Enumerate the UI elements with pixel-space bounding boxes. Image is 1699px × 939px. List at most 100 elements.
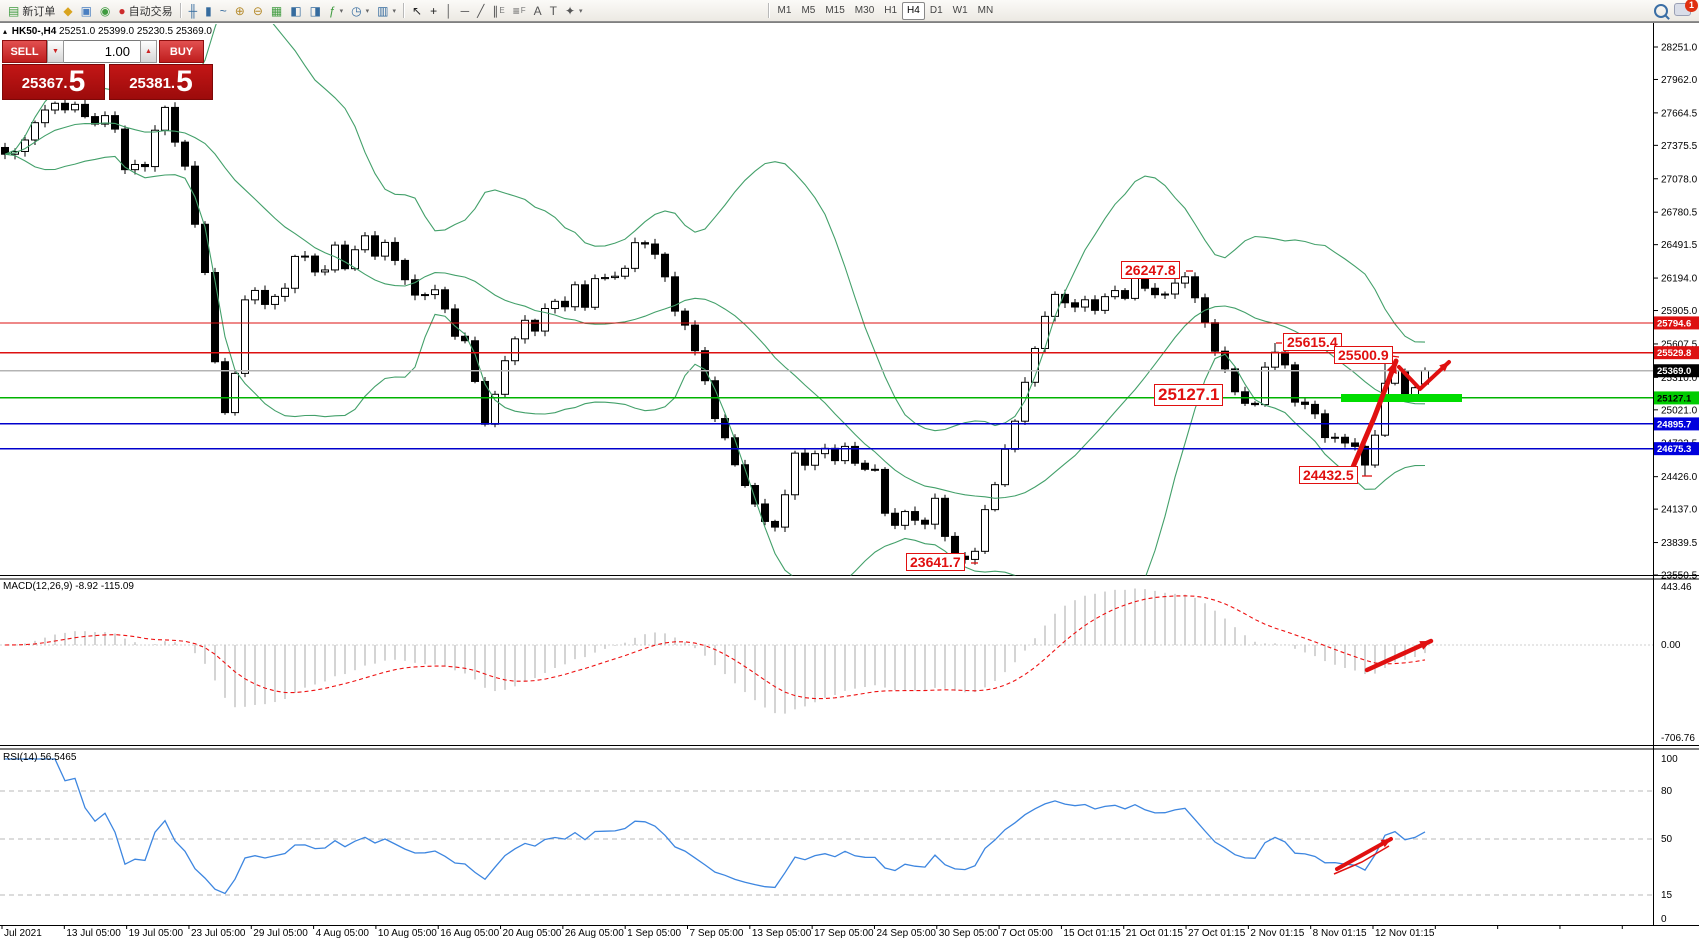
svg-text:26780.5: 26780.5 <box>1661 208 1698 219</box>
svg-text:23 Jul 05:00: 23 Jul 05:00 <box>191 928 246 939</box>
sell-price-int: 25367. <box>21 75 68 92</box>
svg-text:27 Oct 01:15: 27 Oct 01:15 <box>1188 928 1246 939</box>
candlestick-chart-button[interactable]: ▮ <box>201 2 216 20</box>
symbol-period-label: HK50-,H4 <box>11 26 57 37</box>
svg-text:26 Aug 05:00: 26 Aug 05:00 <box>565 928 624 939</box>
chart-shift-button[interactable]: ◨ <box>306 2 325 20</box>
sub-label: F <box>520 6 526 15</box>
timeframe-m30-button[interactable]: M30 <box>854 4 875 16</box>
new-order-button[interactable]: ▤ 新订单 <box>4 2 59 20</box>
svg-text:25905.0: 25905.0 <box>1661 306 1698 317</box>
cursor-icon: ↖ <box>412 3 423 18</box>
svg-text:12 Nov 01:15: 12 Nov 01:15 <box>1375 928 1435 939</box>
bar-chart-button[interactable]: ╫ <box>185 2 202 20</box>
svg-text:16 Aug 05:00: 16 Aug 05:00 <box>440 928 499 939</box>
collapse-icon[interactable]: ▴ <box>3 27 8 36</box>
vertical-line-button[interactable]: │ <box>441 2 457 20</box>
tile-windows-button[interactable]: ▦ <box>267 2 286 20</box>
zoom-out-button[interactable]: ⊖ <box>249 2 267 20</box>
timeframe-m5-button[interactable]: M5 <box>801 4 816 16</box>
svg-text:24 Sep 05:00: 24 Sep 05:00 <box>876 928 936 939</box>
volume-input[interactable] <box>64 40 140 63</box>
autotrading-button[interactable]: ● 自动交易 <box>114 2 176 20</box>
notifications[interactable]: 1 <box>1674 0 1698 19</box>
crosshair-button[interactable]: + <box>426 2 441 20</box>
search-icon[interactable] <box>1654 3 1668 18</box>
cursor-button[interactable]: ↖ <box>408 2 426 20</box>
trendline-button[interactable]: ╱ <box>473 2 488 20</box>
svg-text:17 Sep 05:00: 17 Sep 05:00 <box>814 928 874 939</box>
volume-increase-button[interactable]: ▲ <box>140 40 157 63</box>
channel-icon: ∥ <box>492 3 499 18</box>
svg-text:27375.5: 27375.5 <box>1661 141 1698 152</box>
timeframe-d1-button[interactable]: D1 <box>929 4 943 16</box>
label-icon: T <box>549 3 557 18</box>
sell-button[interactable]: SELL <box>2 40 47 63</box>
tile-windows-icon: ▦ <box>270 3 283 18</box>
svg-text:4 Aug 05:00: 4 Aug 05:00 <box>316 928 370 939</box>
svg-text:443.46: 443.46 <box>1661 582 1692 593</box>
sell-price-display[interactable]: 25367. 5 <box>2 64 105 100</box>
profile-button[interactable]: ▣ <box>77 2 96 20</box>
svg-text:0: 0 <box>1661 914 1667 925</box>
autotrading-button-label: 自动交易 <box>128 5 173 18</box>
label-button[interactable]: T <box>546 2 561 20</box>
add-indicator-button[interactable]: ƒ ▾ <box>325 2 347 20</box>
svg-text:25529.8: 25529.8 <box>1657 348 1691 359</box>
buy-button[interactable]: BUY <box>159 40 204 63</box>
svg-text:0.00: 0.00 <box>1661 640 1681 651</box>
channel-button[interactable]: ∥ E <box>488 2 508 20</box>
period-button[interactable]: ◷ ▾ <box>347 2 373 20</box>
chart-title: ▴ HK50-,H4 25251.0 25399.0 25230.5 25369… <box>3 26 212 37</box>
period-icon: ◷ <box>351 3 362 18</box>
timeframe-h4-button[interactable]: H4 <box>902 1 925 20</box>
timeframe-h1-button[interactable]: H1 <box>884 4 898 16</box>
horizontal-line-button[interactable]: ─ <box>457 2 474 20</box>
candlestick-chart-icon: ▮ <box>205 3 212 18</box>
profile-icon: ▣ <box>80 3 92 18</box>
bar-chart-icon: ╫ <box>188 3 198 18</box>
shapes-button[interactable]: ✦ ▾ <box>561 2 587 20</box>
text-button[interactable]: A <box>530 2 546 20</box>
auto-scroll-button[interactable]: ◧ <box>286 2 305 20</box>
indicator-list-button[interactable]: ◆ <box>59 2 76 20</box>
svg-text:8 Nov 01:15: 8 Nov 01:15 <box>1313 928 1367 939</box>
svg-text:7 Sep 05:00: 7 Sep 05:00 <box>690 928 744 939</box>
macd-indicator-label: MACD(12,26,9) -8.92 -115.09 <box>3 581 134 592</box>
svg-text:20 Aug 05:00: 20 Aug 05:00 <box>503 928 562 939</box>
svg-text:26194.0: 26194.0 <box>1661 274 1698 285</box>
line-chart-icon: ~ <box>219 3 227 18</box>
price-axis: 28251.0 27962.0 27664.5 27375.5 27078.0 26780… <box>1653 43 1698 925</box>
svg-text:24426.0: 24426.0 <box>1661 472 1698 483</box>
auto-scroll-icon: ◧ <box>290 3 302 18</box>
rsi-levels <box>0 790 1653 896</box>
rsi-line <box>5 758 1426 895</box>
price-annotation: 25500.9 <box>1334 346 1393 365</box>
signal-button[interactable]: ◉ <box>96 2 114 20</box>
indicator-list-icon: ◆ <box>63 3 73 18</box>
timeframe-m1-button[interactable]: M1 <box>777 4 792 16</box>
zoom-in-button[interactable]: ⊕ <box>231 2 249 20</box>
svg-text:1 Sep 05:00: 1 Sep 05:00 <box>627 928 681 939</box>
svg-text:21 Oct 01:15: 21 Oct 01:15 <box>1126 928 1184 939</box>
svg-text:Jul 2021: Jul 2021 <box>4 928 42 939</box>
template-button[interactable]: ▥ ▾ <box>373 2 400 20</box>
timeframe-mn-button[interactable]: MN <box>977 4 994 16</box>
fibonacci-button[interactable]: ≡ F <box>509 2 530 20</box>
timeframe-m15-button[interactable]: M15 <box>825 4 845 16</box>
svg-text:100: 100 <box>1661 754 1678 765</box>
sub-label: E <box>499 6 505 15</box>
sell-price-dec: 5 <box>68 65 86 98</box>
volume-decrease-button[interactable]: ▼ <box>47 40 64 63</box>
shapes-icon: ✦ <box>564 3 576 18</box>
toolbar-right-icons: 1 <box>1654 0 1698 19</box>
toolbar-separator <box>767 3 770 18</box>
line-chart-button[interactable]: ~ <box>216 2 231 20</box>
svg-text:25310.0: 25310.0 <box>1661 373 1698 384</box>
timeframe-w1-button[interactable]: W1 <box>952 4 968 16</box>
svg-text:25607.5: 25607.5 <box>1661 339 1698 350</box>
svg-text:2 Nov 01:15: 2 Nov 01:15 <box>1250 928 1304 939</box>
buy-price-display[interactable]: 25381. 5 <box>109 64 213 100</box>
svg-text:25021.0: 25021.0 <box>1661 405 1698 416</box>
